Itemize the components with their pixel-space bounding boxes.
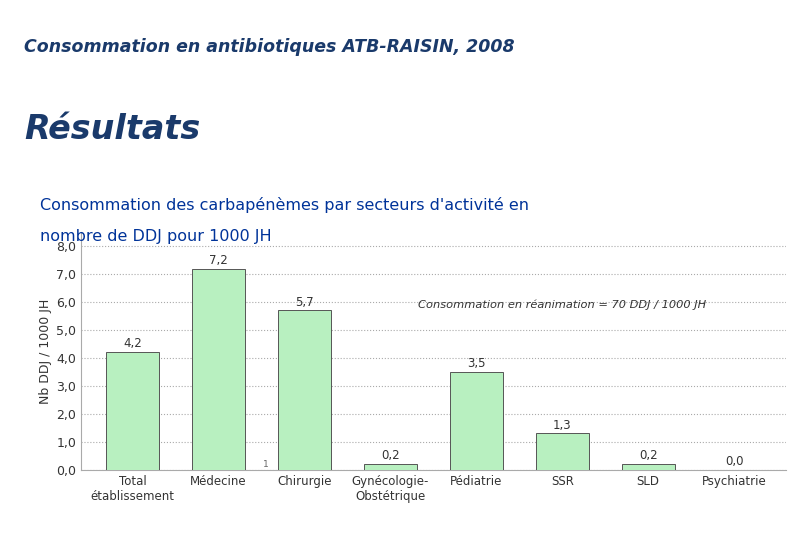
Text: 4,2: 4,2 [123,338,142,350]
Text: 0,0: 0,0 [725,455,744,468]
Bar [278,310,331,470]
Text: Consommation en réanimation = 70 DDJ / 1000 JH: Consommation en réanimation = 70 DDJ / 1… [418,300,706,310]
Bar [450,372,503,470]
Text: 0,2: 0,2 [381,449,399,462]
Bar [364,464,417,470]
Text: Résultats: Résultats [24,113,201,146]
Text: 1,3: 1,3 [553,418,572,431]
Bar [192,268,245,470]
Text: nombre de DDJ pour 1000 JH: nombre de DDJ pour 1000 JH [40,230,272,245]
Text: 5,7: 5,7 [295,295,313,308]
Y-axis label: Nb DDJ / 1000 JH: Nb DDJ / 1000 JH [39,299,52,403]
Bar [535,434,589,470]
Text: 7,2: 7,2 [209,254,228,267]
Bar [106,353,160,470]
Text: 0,2: 0,2 [639,449,658,462]
Text: Consommation des carbapénèmes par secteurs d'activité en: Consommation des carbapénèmes par secteu… [40,197,530,213]
Text: 3,5: 3,5 [467,357,485,370]
Text: Consommation en antibiotiques ATB-RAISIN, 2008: Consommation en antibiotiques ATB-RAISIN… [24,38,515,56]
Text: 1: 1 [263,460,269,469]
Bar [621,464,675,470]
